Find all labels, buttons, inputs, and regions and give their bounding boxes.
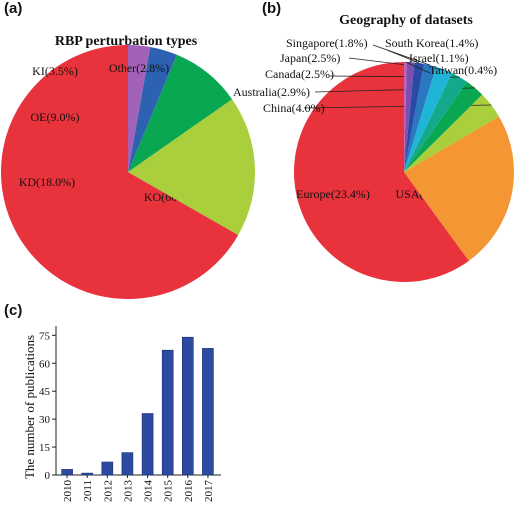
panel-b-letter: (b) xyxy=(262,0,281,17)
pie-slice-usa xyxy=(294,62,469,282)
bar-2017 xyxy=(202,348,214,476)
pie-label-japan: Japan(2.5%) xyxy=(280,51,340,65)
pie-label-oe: OE(9.0%) xyxy=(31,110,80,124)
y-tick-label-30: 30 xyxy=(39,414,51,426)
panel-c: (c) The number of publications 0 15 30 45 60… xyxy=(4,302,221,502)
pie-slice-south-korea xyxy=(404,62,424,172)
pie-slice-taiwan xyxy=(404,61,407,172)
bar-2010 xyxy=(61,469,73,476)
pie-label-other: Other(2.8%) xyxy=(109,61,169,75)
bar-2012 xyxy=(101,461,114,476)
x-tick-label-2015: 2015 xyxy=(163,480,175,503)
pie-slice-ki xyxy=(128,46,177,172)
pie-b: USA(60.1%)Europe(23.4%)China(4.0%)Austra… xyxy=(233,36,514,282)
pie-slice-canada xyxy=(404,73,467,172)
x-tick-label-2016: 2016 xyxy=(183,480,195,503)
bar-2013 xyxy=(121,452,134,476)
pie-label-kd: KD(18.0%) xyxy=(19,175,75,189)
x-tick-label-2010: 2010 xyxy=(62,480,74,503)
pie-slice-other xyxy=(128,45,151,172)
y-tick-label-75: 75 xyxy=(39,330,51,342)
y-tick-label-15: 15 xyxy=(39,442,51,454)
y-tick-label-0: 0 xyxy=(45,470,51,482)
pie-slice-japan xyxy=(404,66,453,172)
panel-a: (a) RBP perturbation types KO(66.8%)KD(1… xyxy=(1,0,255,299)
pie-label-singapore: Singapore(1.8%) xyxy=(286,36,368,50)
x-tick-label-2017: 2017 xyxy=(203,480,215,503)
pie-label-china: China(4.0%) xyxy=(263,101,325,115)
pie-label-canada: Canada(2.5%) xyxy=(265,67,334,81)
x-tick-label-2011: 2011 xyxy=(82,480,94,502)
y-tick-label-45: 45 xyxy=(39,386,51,398)
pie-label-israel: Israel(1.1%) xyxy=(409,51,469,65)
pie-slice-australia xyxy=(404,81,483,172)
panel-b-title: Geography of datasets xyxy=(339,13,473,28)
x-tick-label-2012: 2012 xyxy=(102,480,114,502)
bar-chart-c: 0 15 30 45 60 75 2010 2011 2012 2013 2014 2015 2016 2… xyxy=(39,326,221,502)
pie-label-europe: Europe(23.4%) xyxy=(296,187,370,201)
panel-b: (b) Geography of datasets USA(60.1%)Euro… xyxy=(233,0,514,282)
y-tick-label-60: 60 xyxy=(39,358,51,370)
pie-label-taiwan: Taiwan(0.4%) xyxy=(429,63,497,77)
pie-slice-kd xyxy=(128,99,255,236)
pie-slice-israel xyxy=(404,62,415,172)
x-tick-label-2013: 2013 xyxy=(122,480,134,503)
pie-label-australia: Australia(2.9%) xyxy=(233,85,310,99)
pie-slice-ko xyxy=(1,45,239,299)
pie-slice-europe xyxy=(404,116,514,261)
leader-line-south-korea xyxy=(386,49,420,64)
panel-c-letter: (c) xyxy=(4,302,22,319)
pie-a: KO(66.8%)KD(18.0%)OE(9.0%)KI(3.5%)Other(… xyxy=(1,45,255,299)
pie-label-south-korea: South Korea(1.4%) xyxy=(385,36,478,50)
x-tick-label-2014: 2014 xyxy=(143,480,155,503)
pie-slice-oe xyxy=(128,54,233,172)
pie-slice-singapore xyxy=(404,63,436,172)
bar-2016 xyxy=(182,336,194,476)
pie-label-ki: KI(3.5%) xyxy=(32,64,78,78)
y-axis-title: The number of publications xyxy=(22,335,37,479)
panel-a-title: RBP perturbation types xyxy=(55,34,198,49)
panel-a-letter: (a) xyxy=(4,0,22,17)
leader-line-taiwan xyxy=(405,61,431,74)
pie-slice-china xyxy=(404,94,499,172)
bar-2015 xyxy=(161,349,174,476)
bar-2011 xyxy=(81,472,93,476)
leader-line-singapore xyxy=(372,44,431,66)
bar-2014 xyxy=(141,413,154,476)
leader-line-israel xyxy=(408,61,411,64)
